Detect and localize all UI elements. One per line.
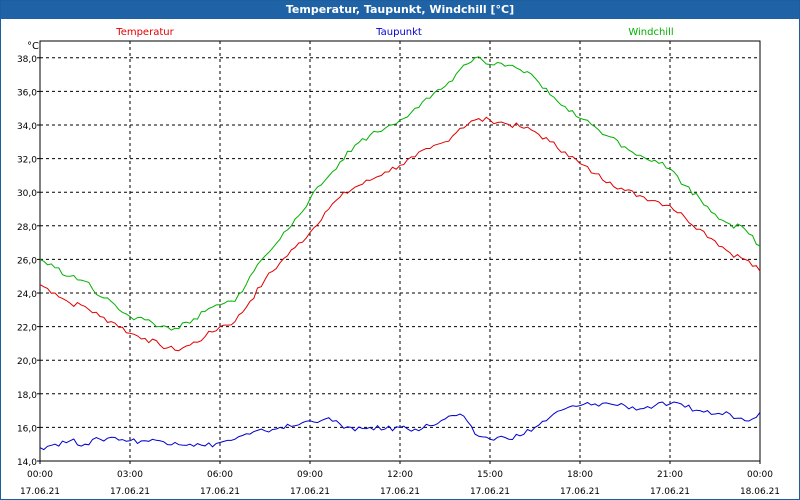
x-tick-time-label: 21:00: [657, 470, 683, 480]
x-tick-date-label: 18.06.21: [740, 487, 780, 497]
x-tick-time-label: 00:00: [747, 470, 773, 480]
x-tick-time-label: 18:00: [567, 470, 593, 480]
x-tick-date-label: 17.06.21: [470, 487, 510, 497]
x-tick-date-label: 17.06.21: [110, 487, 150, 497]
y-tick-label: 14,0: [17, 458, 37, 468]
y-tick-label: 32,0: [17, 156, 37, 166]
x-tick-time-label: 03:00: [117, 470, 143, 480]
series-line-temperatur: [39, 116, 761, 352]
series-line-windchill: [39, 56, 761, 331]
x-tick-date-label: 17.06.21: [20, 487, 60, 497]
x-tick-date-label: 17.06.21: [560, 487, 600, 497]
y-tick-label: 38,0: [17, 55, 37, 65]
x-tick-time-label: 09:00: [297, 470, 323, 480]
y-tick-label: 18,0: [17, 391, 37, 401]
legend-temperatur: Temperatur: [115, 27, 174, 38]
x-tick-date-label: 17.06.21: [380, 487, 420, 497]
y-tick-label: 24,0: [17, 290, 37, 300]
series-line-taupunkt: [39, 401, 761, 451]
y-tick-label: 26,0: [17, 256, 37, 266]
y-tick-label: 20,0: [17, 357, 37, 367]
y-tick-label: 22,0: [17, 324, 37, 334]
y-tick-label: 30,0: [17, 189, 37, 199]
x-tick-time-label: 00:00: [27, 470, 53, 480]
y-axis-unit: °C: [27, 41, 39, 52]
x-tick-date-label: 17.06.21: [200, 487, 240, 497]
x-tick-time-label: 12:00: [387, 470, 413, 480]
legend-windchill: Windchill: [628, 27, 673, 38]
y-tick-label: 28,0: [17, 223, 37, 233]
x-tick-date-label: 17.06.21: [650, 487, 690, 497]
x-tick-time-label: 06:00: [207, 470, 233, 480]
legend-taupunkt: Taupunkt: [375, 27, 422, 38]
x-tick-time-label: 15:00: [477, 470, 503, 480]
y-tick-label: 34,0: [17, 122, 37, 132]
y-tick-label: 36,0: [17, 88, 37, 98]
y-tick-label: 16,0: [17, 424, 37, 434]
window-title: Temperatur, Taupunkt, Windchill [°C]: [1, 1, 799, 19]
x-tick-date-label: 17.06.21: [290, 487, 330, 497]
